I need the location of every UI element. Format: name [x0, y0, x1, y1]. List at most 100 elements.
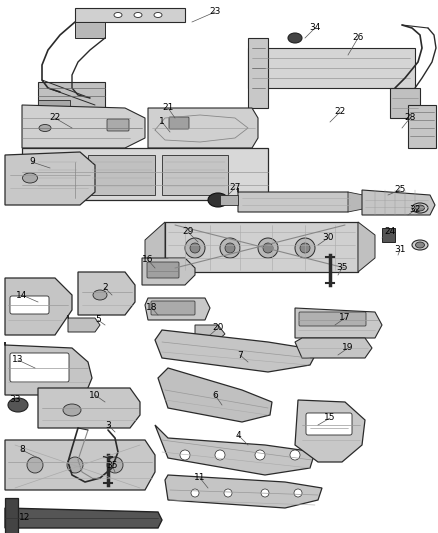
Text: 21: 21 [162, 103, 174, 112]
Polygon shape [35, 158, 80, 190]
Polygon shape [155, 330, 318, 372]
Polygon shape [165, 222, 358, 272]
Text: 20: 20 [212, 324, 224, 333]
Polygon shape [5, 440, 155, 490]
Polygon shape [248, 38, 268, 108]
Ellipse shape [114, 12, 122, 18]
Ellipse shape [412, 240, 428, 250]
Circle shape [215, 450, 225, 460]
FancyBboxPatch shape [107, 119, 129, 131]
Text: 16: 16 [142, 255, 154, 264]
FancyBboxPatch shape [299, 312, 366, 326]
Polygon shape [145, 298, 210, 320]
Text: 28: 28 [404, 114, 416, 123]
Ellipse shape [154, 12, 162, 18]
FancyBboxPatch shape [151, 301, 195, 315]
Circle shape [300, 243, 310, 253]
Polygon shape [295, 308, 382, 338]
Text: 13: 13 [12, 356, 24, 365]
Polygon shape [238, 188, 355, 212]
Circle shape [180, 450, 190, 460]
Circle shape [261, 489, 269, 497]
Circle shape [263, 243, 273, 253]
Polygon shape [362, 190, 435, 215]
Polygon shape [142, 258, 195, 285]
Text: 33: 33 [9, 395, 21, 405]
Text: 4: 4 [235, 431, 241, 440]
Ellipse shape [288, 33, 302, 43]
Polygon shape [5, 508, 162, 528]
Circle shape [255, 450, 265, 460]
Polygon shape [390, 88, 420, 118]
Text: 7: 7 [237, 351, 243, 359]
Text: 23: 23 [209, 7, 221, 17]
Polygon shape [358, 222, 375, 272]
Polygon shape [88, 155, 155, 195]
Text: 11: 11 [194, 473, 206, 482]
Polygon shape [68, 315, 100, 332]
Text: 34: 34 [309, 23, 321, 33]
Ellipse shape [63, 404, 81, 416]
Polygon shape [22, 105, 145, 148]
Text: 22: 22 [49, 114, 60, 123]
Text: 9: 9 [29, 157, 35, 166]
Polygon shape [148, 108, 258, 148]
Polygon shape [220, 195, 238, 205]
Text: 24: 24 [385, 228, 396, 237]
Text: 29: 29 [182, 228, 194, 237]
Ellipse shape [416, 242, 424, 248]
Ellipse shape [350, 242, 366, 254]
Text: 8: 8 [19, 446, 25, 455]
Circle shape [27, 457, 43, 473]
Polygon shape [295, 338, 372, 358]
Polygon shape [155, 425, 315, 475]
Circle shape [290, 450, 300, 460]
Text: 2: 2 [102, 284, 108, 293]
Polygon shape [75, 8, 185, 22]
Polygon shape [75, 22, 105, 38]
Text: 25: 25 [394, 185, 406, 195]
Text: 17: 17 [339, 313, 351, 322]
Polygon shape [5, 152, 95, 205]
Text: 35: 35 [336, 263, 348, 272]
Text: 14: 14 [16, 290, 28, 300]
Polygon shape [78, 272, 135, 315]
Polygon shape [408, 105, 436, 148]
Ellipse shape [8, 398, 28, 412]
Polygon shape [248, 48, 415, 88]
Text: 19: 19 [342, 343, 354, 352]
Ellipse shape [208, 193, 228, 207]
Ellipse shape [49, 171, 61, 179]
Text: 31: 31 [394, 246, 406, 254]
Circle shape [224, 489, 232, 497]
Text: 27: 27 [230, 183, 241, 192]
Polygon shape [165, 475, 322, 508]
Circle shape [258, 238, 278, 258]
Text: 6: 6 [212, 391, 218, 400]
Text: 1: 1 [159, 117, 165, 126]
FancyBboxPatch shape [169, 117, 189, 129]
Polygon shape [348, 192, 368, 212]
Text: 12: 12 [19, 513, 31, 522]
FancyBboxPatch shape [10, 296, 49, 314]
Text: 32: 32 [410, 206, 420, 214]
Text: 3: 3 [105, 421, 111, 430]
Text: 10: 10 [89, 391, 101, 400]
Circle shape [185, 238, 205, 258]
Ellipse shape [22, 173, 38, 183]
Polygon shape [295, 400, 365, 462]
Polygon shape [22, 148, 268, 200]
FancyBboxPatch shape [10, 353, 69, 382]
Polygon shape [5, 342, 92, 395]
Polygon shape [145, 222, 165, 272]
Polygon shape [382, 228, 395, 242]
Polygon shape [158, 368, 272, 422]
Circle shape [107, 457, 123, 473]
Ellipse shape [39, 125, 51, 132]
Circle shape [190, 243, 200, 253]
Circle shape [294, 489, 302, 497]
Polygon shape [162, 155, 228, 195]
Circle shape [220, 238, 240, 258]
Ellipse shape [416, 205, 424, 211]
Text: 26: 26 [352, 34, 364, 43]
